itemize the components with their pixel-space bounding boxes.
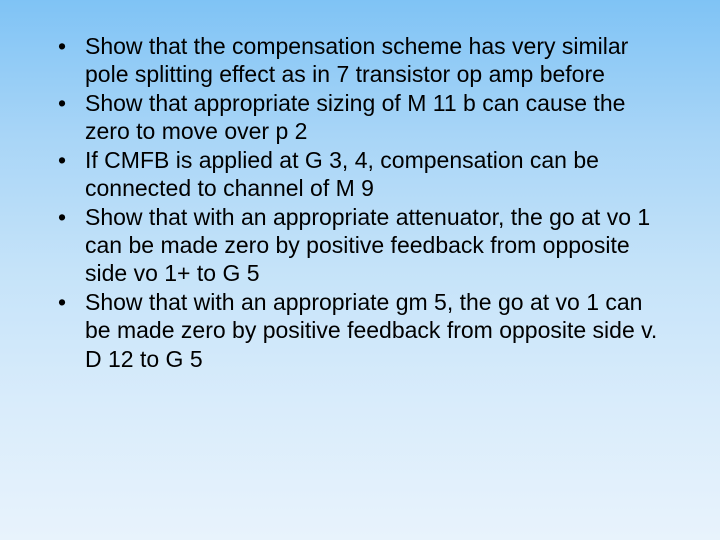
bullet-list: Show that the compensation scheme has ve… [55,32,665,373]
list-item: Show that with an appropriate gm 5, the … [55,288,665,372]
list-item: If CMFB is applied at G 3, 4, compensati… [55,146,665,202]
slide: Show that the compensation scheme has ve… [0,0,720,540]
list-item: Show that the compensation scheme has ve… [55,32,665,88]
list-item: Show that with an appropriate attenuator… [55,203,665,287]
list-item: Show that appropriate sizing of M 11 b c… [55,89,665,145]
